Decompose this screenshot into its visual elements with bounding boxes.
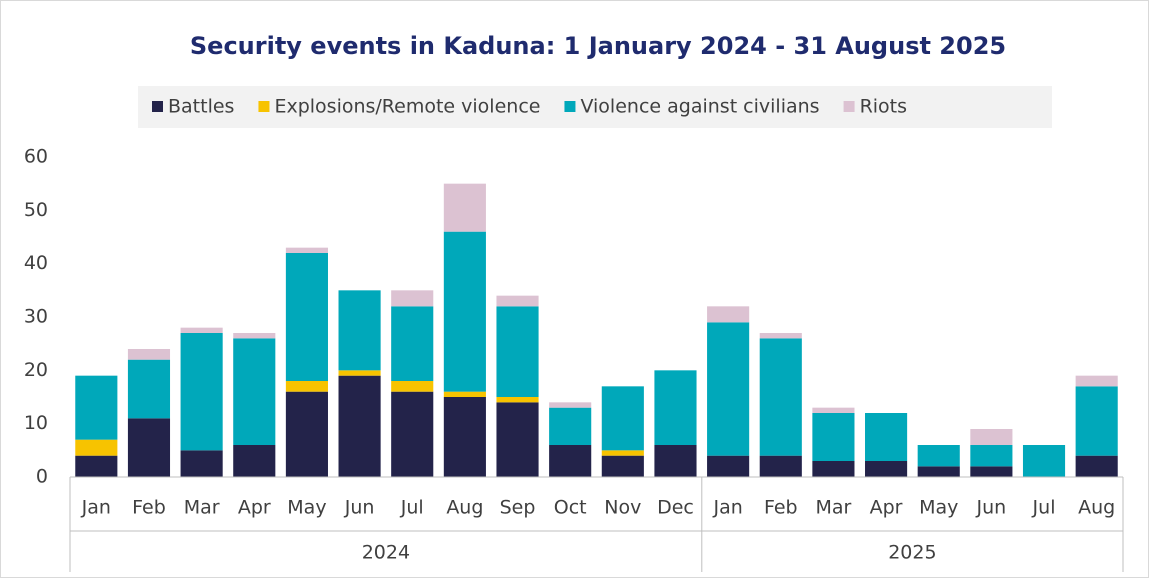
bar-segment [443,231,486,392]
bar-segment [812,461,855,477]
y-tick-label: 30 [24,306,48,328]
group-label: 2024 [362,542,410,564]
bar-segment [496,402,539,477]
bar-segment [601,450,644,456]
bar-segment [707,455,750,477]
bar-segment [443,397,486,477]
bar-segment [233,338,276,445]
x-tick-label: May [287,497,326,519]
bar-segment [443,183,486,232]
y-tick-label: 0 [36,466,48,488]
bar-segment [1075,455,1118,477]
bar-segment [338,375,381,477]
x-tick-label: Jan [712,497,742,519]
bar-segment [759,455,802,477]
x-tick-label: Aug [1078,497,1115,519]
bar-segment [1075,386,1118,456]
x-tick-label: Jun [976,497,1007,519]
bar-segment [917,445,960,467]
bar-segment [75,455,118,477]
bar-segment [391,391,434,477]
y-tick-label: 20 [24,359,48,381]
bar-segment [549,445,592,477]
bar-segment [496,397,539,403]
bar-segment [1022,445,1066,477]
y-tick-label: 50 [24,199,48,221]
bar-segment [127,418,171,477]
y-tick-label: 60 [24,146,48,168]
legend-swatch [564,101,576,112]
x-tick-label: Jul [400,497,424,519]
bar-segment [970,429,1013,445]
bar-segment [391,306,434,381]
bar-segment [75,375,118,440]
legend-swatch [843,101,855,112]
bar-segment [127,349,171,360]
bar-segment [127,359,171,419]
bar-segment [391,290,434,307]
bar-segment [180,327,223,333]
bar-segment [707,306,750,323]
x-tick-label: Sep [500,497,536,519]
legend-box [138,86,1052,128]
bar-segment [338,290,381,371]
bar-segment [285,391,328,477]
bar-segment [233,445,276,477]
bar-segment [549,407,592,445]
x-tick-label: Aug [446,497,483,519]
bar-segment [970,445,1013,467]
bar-segment [391,381,434,392]
bar-segment [496,295,539,307]
bar-segment [654,370,697,445]
bar-segment [285,381,328,392]
legend-label: Riots [860,96,907,118]
bar-segment [812,407,855,413]
bar-segment [601,386,644,451]
x-tick-label: Feb [764,497,798,519]
bar-segment [180,450,223,477]
group-label: 2025 [888,542,936,564]
x-tick-label: Jun [344,497,375,519]
x-tick-label: Apr [870,497,903,519]
bar-segment [970,466,1013,477]
bar-segment [601,455,644,477]
y-tick-label: 40 [24,252,48,274]
legend-swatch [152,101,163,112]
legend-label: Explosions/Remote violence [274,96,540,118]
bar-segment [1075,375,1118,387]
bar-segment [917,466,960,477]
chart-title: Security events in Kaduna: 1 January 202… [190,32,1006,60]
bar-segment [285,247,328,253]
bar-segment [549,402,592,408]
x-tick-label: May [919,497,958,519]
bar-segment [759,338,802,456]
legend-label: Violence against civilians [580,96,819,118]
x-tick-label: Mar [815,497,851,519]
bar-segment [759,333,802,339]
bar-segment [496,306,539,397]
y-tick-label: 10 [24,412,48,434]
legend-swatch [258,101,270,112]
bar-segment [443,391,486,397]
bar-segment [865,413,908,461]
bar-segment [865,461,908,477]
bar-segment [285,253,328,381]
x-tick-label: Apr [238,497,271,519]
x-tick-label: Nov [604,497,641,519]
bar-segment [338,370,381,376]
x-tick-label: Mar [184,497,220,519]
x-tick-label: Dec [657,497,694,519]
bar-segment [707,322,750,456]
x-tick-label: Jan [81,497,111,519]
legend-label: Battles [168,96,234,118]
x-tick-label: Feb [132,497,166,519]
bar-segment [233,333,276,339]
x-tick-label: Jul [1032,497,1056,519]
bar-segment [654,445,697,477]
bar-segment [812,413,855,461]
bar-segment [180,333,223,451]
x-tick-label: Oct [554,497,587,519]
bar-segment [75,439,118,456]
